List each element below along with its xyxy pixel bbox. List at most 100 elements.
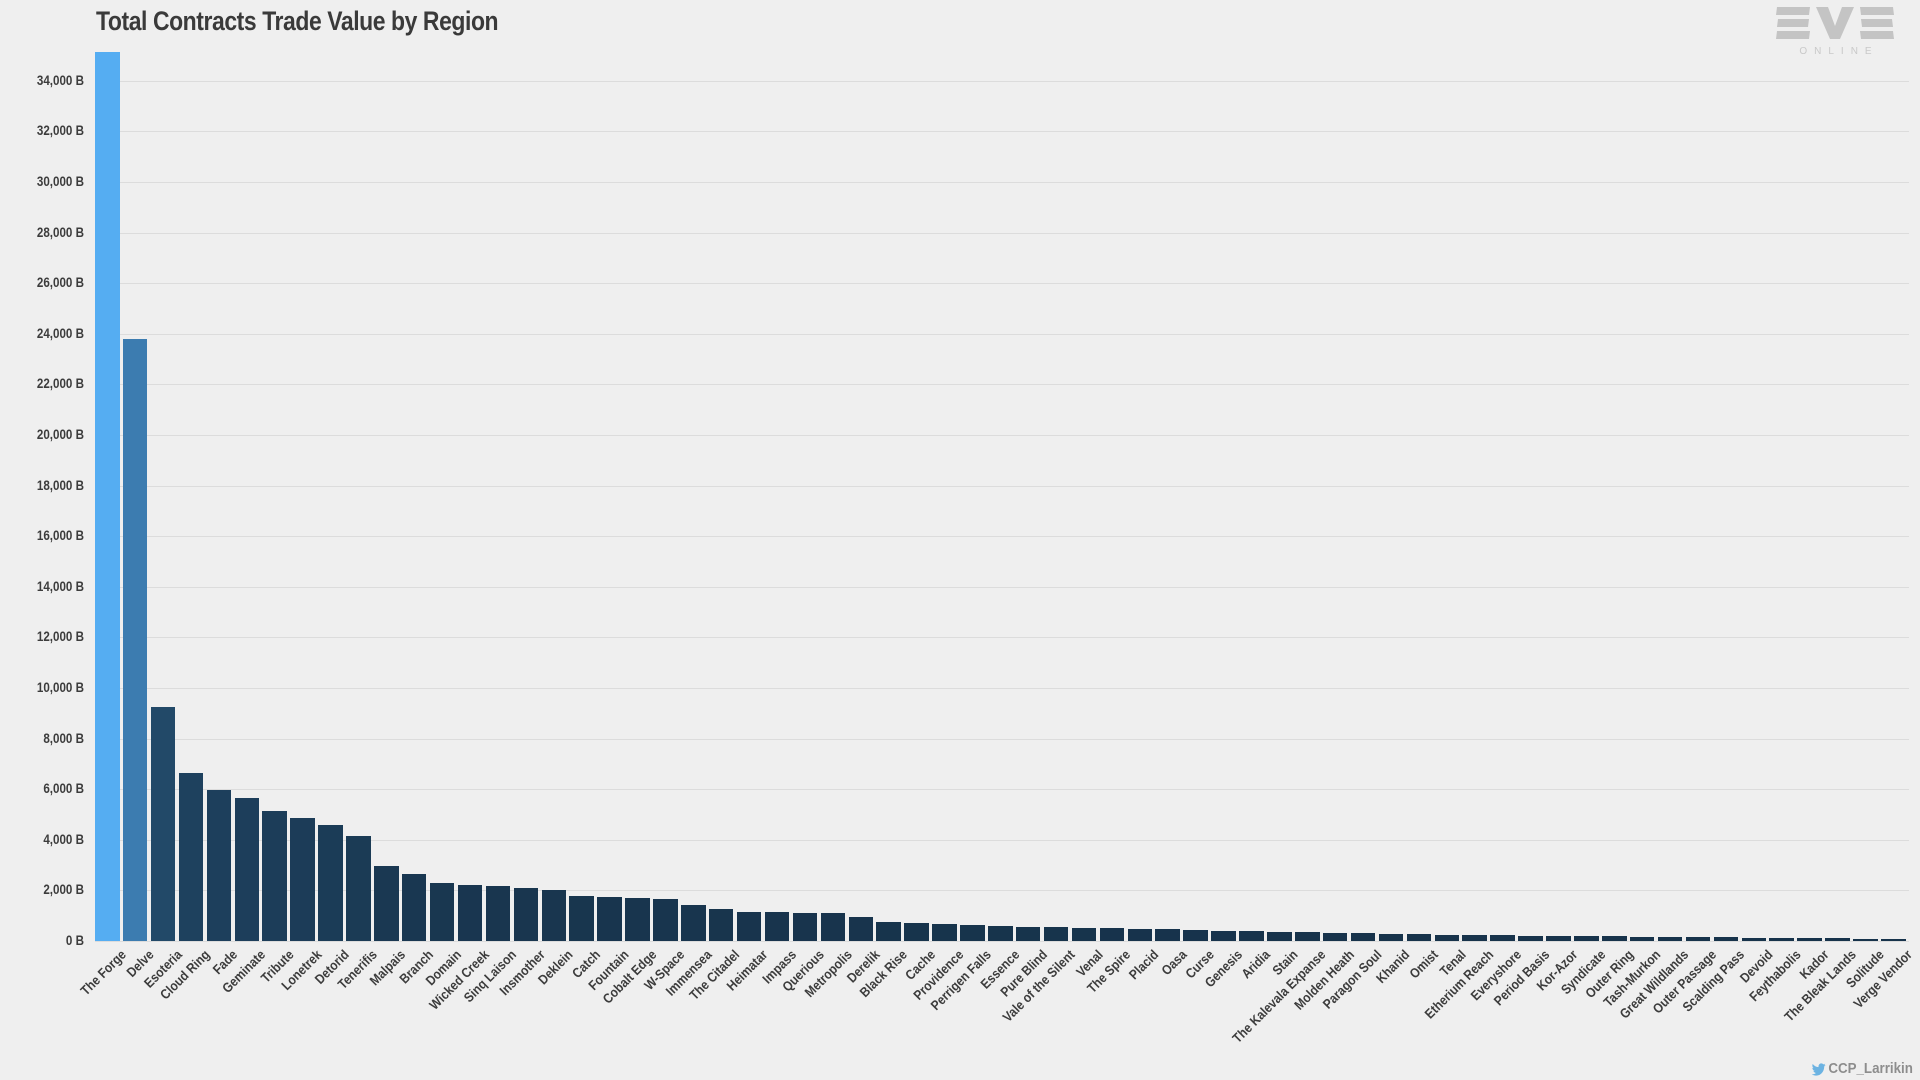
- bar: [290, 818, 315, 941]
- y-axis-label: 2,000 B: [43, 882, 84, 898]
- bar: [569, 895, 594, 941]
- bar: [1741, 937, 1767, 941]
- y-axis-label: 10,000 B: [36, 680, 84, 695]
- bar: [1211, 930, 1236, 941]
- bar: [708, 909, 734, 941]
- y-axis-label: 32,000 B: [36, 123, 84, 139]
- x-axis-label: Aridia: [1238, 947, 1274, 982]
- y-axis-label: 0 B: [65, 933, 84, 948]
- bar: [1015, 926, 1041, 941]
- bar: [95, 51, 120, 941]
- bar: [1406, 934, 1432, 941]
- bar: [374, 865, 399, 941]
- bar: [1769, 937, 1794, 941]
- bar: [597, 897, 622, 941]
- y-axis-label: 34,000 B: [36, 72, 84, 88]
- bar: [876, 922, 901, 941]
- gridline: [95, 232, 1909, 234]
- gridline: [95, 941, 1909, 942]
- gridline: [95, 80, 1909, 82]
- bar: [513, 888, 539, 941]
- bar: [1183, 930, 1208, 941]
- bar: [1574, 936, 1599, 941]
- eve-online-logo: ONLINE: [1774, 5, 1896, 57]
- bar: [234, 798, 260, 941]
- y-axis-label: 26,000 B: [36, 275, 84, 291]
- bar: [653, 899, 678, 941]
- bar: [792, 912, 818, 941]
- gridline: [95, 131, 1909, 133]
- bar: [346, 836, 371, 941]
- bar: [262, 810, 287, 941]
- y-axis-label: 22,000 B: [36, 376, 84, 392]
- gridline: [95, 333, 1909, 335]
- gridline: [95, 435, 1909, 436]
- y-axis-label: 28,000 B: [36, 224, 84, 240]
- x-axis-label: The Forge: [77, 947, 129, 999]
- y-axis-label: 6,000 B: [43, 781, 84, 797]
- gridline: [95, 738, 1909, 740]
- x-axis-label: Omist: [1406, 947, 1441, 982]
- gridline: [95, 182, 1909, 183]
- bar: [1099, 928, 1125, 941]
- gridline: [95, 485, 1909, 487]
- bar: [1350, 933, 1376, 941]
- bar: [1239, 931, 1264, 941]
- y-axis-label: 24,000 B: [36, 325, 84, 341]
- bar: [457, 884, 483, 941]
- bar: [1629, 936, 1655, 941]
- bar: [988, 926, 1013, 941]
- gridline: [95, 283, 1909, 285]
- bar: [1322, 932, 1348, 941]
- y-axis-label: 18,000 B: [36, 477, 84, 493]
- bar: [429, 882, 455, 941]
- chart-title: Total Contracts Trade Value by Region: [96, 6, 499, 36]
- bar: [206, 790, 232, 941]
- bar: [485, 886, 511, 941]
- bar: [736, 911, 762, 941]
- attribution-handle: CCP_Larrikin: [1828, 1061, 1913, 1077]
- gridline: [95, 384, 1909, 386]
- bar: [960, 924, 985, 941]
- bar: [681, 904, 706, 941]
- bar: [401, 874, 427, 941]
- y-axis-label: 4,000 B: [43, 831, 84, 847]
- attribution: CCP_Larrikin: [1811, 1061, 1913, 1077]
- y-axis-label: 20,000 B: [36, 427, 84, 442]
- y-axis-label: 12,000 B: [36, 629, 84, 645]
- bar: [541, 890, 567, 941]
- bar: [1853, 938, 1878, 941]
- bar: [1155, 929, 1180, 941]
- bar: [1043, 927, 1069, 941]
- bar: [1518, 935, 1543, 941]
- y-axis-label: 14,000 B: [36, 578, 84, 594]
- y-axis-label: 8,000 B: [43, 730, 84, 746]
- gridline: [95, 789, 1909, 791]
- bar: [764, 912, 790, 941]
- eve-online-label: ONLINE: [1799, 46, 1879, 57]
- x-axis-label: Placid: [1126, 947, 1162, 983]
- bar: [1713, 937, 1739, 941]
- bar: [1685, 937, 1711, 941]
- bar: [318, 824, 343, 941]
- y-axis-label: 30,000 B: [36, 174, 84, 189]
- bar: [1378, 933, 1404, 941]
- gridline: [95, 890, 1909, 892]
- bar: [1267, 931, 1292, 941]
- bar: [1825, 938, 1850, 941]
- y-axis-label: 16,000 B: [36, 528, 84, 544]
- bar: [1462, 935, 1487, 941]
- bar: [150, 706, 176, 941]
- bar: [122, 338, 148, 941]
- bar: [1295, 932, 1320, 941]
- bar: [1881, 938, 1906, 941]
- twitter-bird-icon: [1811, 1062, 1826, 1076]
- bar: [178, 772, 204, 941]
- bar: [1127, 928, 1153, 941]
- bar: [1797, 938, 1822, 941]
- bar: [1071, 927, 1097, 941]
- gridline: [95, 536, 1909, 538]
- bar: [625, 898, 650, 941]
- gridline: [95, 688, 1909, 689]
